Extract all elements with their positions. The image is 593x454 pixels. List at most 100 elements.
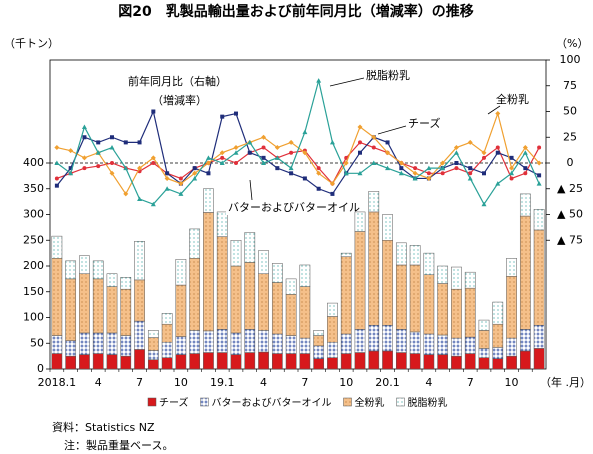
x-tick-label: 10: [174, 376, 188, 389]
legend-label: バターおよびバターオイル: [212, 397, 332, 409]
bar-segment: [478, 348, 490, 358]
bar-segment: [216, 329, 228, 353]
bar-segment: [519, 350, 531, 370]
bar-segment: [492, 301, 504, 325]
line-marker: [536, 160, 542, 166]
line-marker: [385, 165, 391, 171]
bar-segment: [340, 333, 352, 354]
bar-segment: [492, 358, 504, 370]
line-marker: [164, 175, 170, 181]
line-marker: [330, 191, 335, 196]
bar-segment: [79, 273, 90, 334]
bar-segment: [51, 335, 63, 354]
bar-segment: [244, 329, 256, 353]
line-marker: [110, 135, 114, 140]
bar-segment: [423, 354, 435, 370]
bar-segment: [354, 231, 366, 330]
line-marker: [274, 155, 280, 160]
bar-segment: [533, 229, 545, 326]
bar-segment: [216, 236, 228, 330]
y2-tick-label: 50: [563, 105, 577, 118]
bar-segment: [285, 353, 297, 370]
line-marker: [412, 170, 418, 176]
bar-segment: [327, 341, 338, 358]
line-marker: [261, 134, 267, 140]
annotation-arrow: [329, 77, 365, 87]
line-marker: [329, 139, 335, 145]
bar-segment: [533, 348, 545, 370]
line-marker: [81, 124, 87, 129]
bar-segment: [175, 259, 187, 286]
bar-segment: [368, 324, 380, 352]
line-marker: [316, 186, 321, 191]
line-marker: [151, 161, 156, 165]
line-marker: [509, 176, 514, 181]
x-tick-label: 20.1: [375, 376, 400, 389]
bar-segment: [382, 350, 393, 370]
line-marker: [468, 166, 473, 171]
line-marker: [261, 155, 266, 160]
y-tick-label: 150: [23, 285, 44, 298]
line-marker: [399, 166, 404, 171]
legend-swatch: [147, 397, 157, 407]
line-marker: [289, 171, 294, 176]
bar-segment: [299, 264, 311, 287]
bar-segment: [161, 323, 173, 343]
y-tick-label: 300: [23, 208, 44, 221]
legend-swatch: [200, 397, 209, 407]
line-marker: [358, 140, 362, 145]
bar-segment: [409, 331, 421, 354]
y2-tick-label: ▲ 50: [557, 208, 583, 221]
line-marker: [329, 181, 335, 187]
bar-segment: [313, 358, 325, 370]
legend-swatch: [343, 397, 352, 407]
bar-segment: [409, 245, 421, 266]
line-annotation: チーズ: [408, 116, 440, 130]
line-marker: [234, 111, 238, 116]
line-marker: [68, 148, 74, 154]
bar-segment: [382, 214, 393, 241]
bar-segment: [409, 353, 421, 370]
line-marker: [54, 176, 59, 181]
y2-tick-label: 25: [563, 130, 577, 143]
line-marker: [522, 145, 528, 151]
bar-segment: [368, 350, 380, 370]
bar-segment: [161, 357, 173, 370]
line-marker: [288, 165, 294, 171]
bar-segment: [134, 279, 145, 322]
bar-segment: [451, 337, 462, 357]
bar-segment: [368, 191, 380, 213]
bar-segment: [382, 240, 393, 326]
line-marker: [495, 181, 501, 186]
line-series: [56, 109, 540, 195]
line-marker: [82, 135, 87, 140]
bar-segment: [299, 337, 311, 354]
bar-segment: [230, 332, 242, 355]
bar-segment: [106, 286, 118, 334]
bar-segment: [464, 336, 476, 354]
bar-segment: [230, 265, 242, 334]
bar-segment: [313, 335, 325, 347]
bar-segment: [492, 323, 504, 348]
y2-tick-label: ▲ 75: [557, 233, 583, 246]
line-marker: [509, 165, 515, 171]
line-marker: [371, 160, 377, 165]
y-tick-label: 100: [23, 311, 44, 324]
bar-segment: [106, 354, 118, 370]
line-marker: [412, 175, 418, 181]
annotation-bg: [226, 200, 354, 215]
line-marker: [537, 145, 542, 150]
bar-segment: [271, 263, 283, 283]
x-tick-label: 10: [505, 376, 519, 389]
line-marker: [398, 170, 404, 176]
bar-segment: [65, 278, 77, 341]
line-marker: [54, 183, 59, 188]
line-marker: [233, 150, 239, 155]
bar-segment: [437, 265, 449, 284]
bar-segment: [189, 330, 201, 354]
line-marker: [385, 150, 391, 156]
line-marker: [495, 150, 500, 155]
line-marker: [523, 166, 528, 171]
line-marker: [178, 176, 183, 181]
